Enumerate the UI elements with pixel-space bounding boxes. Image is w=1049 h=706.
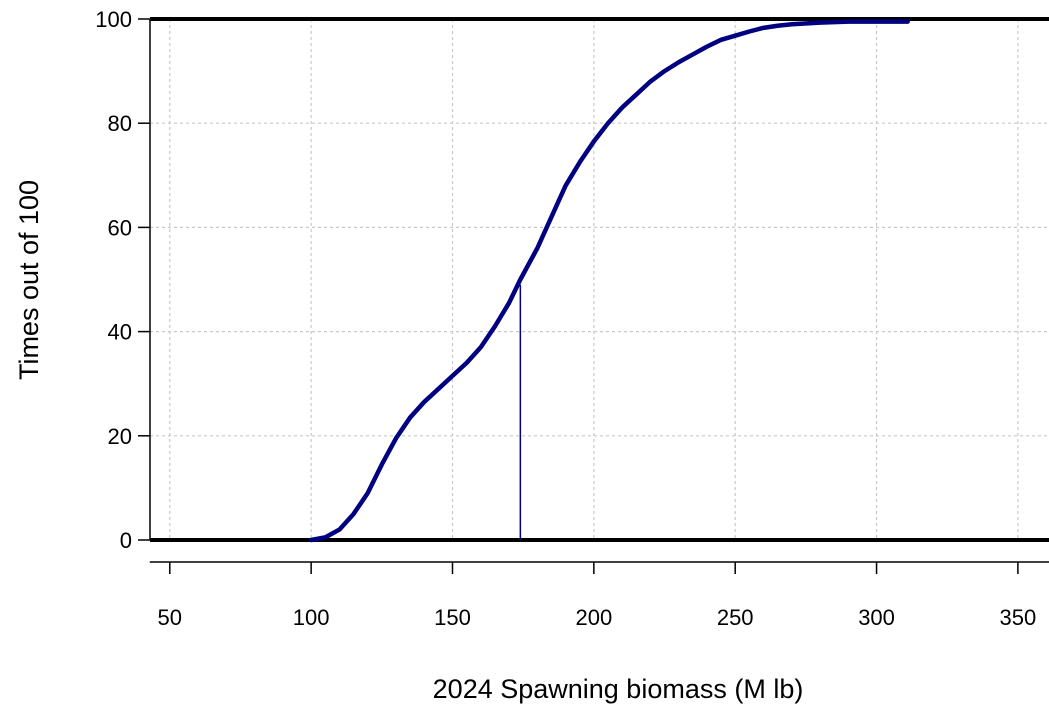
y-tick-label: 80 bbox=[108, 111, 132, 136]
y-tick-label: 0 bbox=[120, 528, 132, 553]
x-tick-label: 250 bbox=[717, 605, 754, 630]
x-tick-label: 150 bbox=[434, 605, 471, 630]
grid-lines bbox=[150, 18, 1049, 541]
y-axis-title: Times out of 100 bbox=[14, 180, 44, 380]
plot-frame bbox=[149, 17, 1049, 542]
x-axis-title: 2024 Spawning biomass (M lb) bbox=[433, 674, 804, 704]
series-line bbox=[308, 19, 910, 543]
y-axis: 0 20 40 60 80 100 bbox=[95, 7, 150, 553]
series-layer bbox=[308, 19, 910, 543]
x-tick-label: 350 bbox=[1000, 605, 1037, 630]
y-tick-label: 40 bbox=[108, 320, 132, 345]
x-tick-label: 50 bbox=[158, 605, 182, 630]
x-axis: 50 100 150 200 250 300 350 bbox=[149, 561, 1049, 630]
y-tick-label: 20 bbox=[108, 424, 132, 449]
y-tick-label: 100 bbox=[95, 7, 132, 32]
y-tick-label: 60 bbox=[108, 215, 132, 240]
x-tick-label: 100 bbox=[293, 605, 330, 630]
x-tick-label: 200 bbox=[575, 605, 612, 630]
x-tick-label: 300 bbox=[858, 605, 895, 630]
